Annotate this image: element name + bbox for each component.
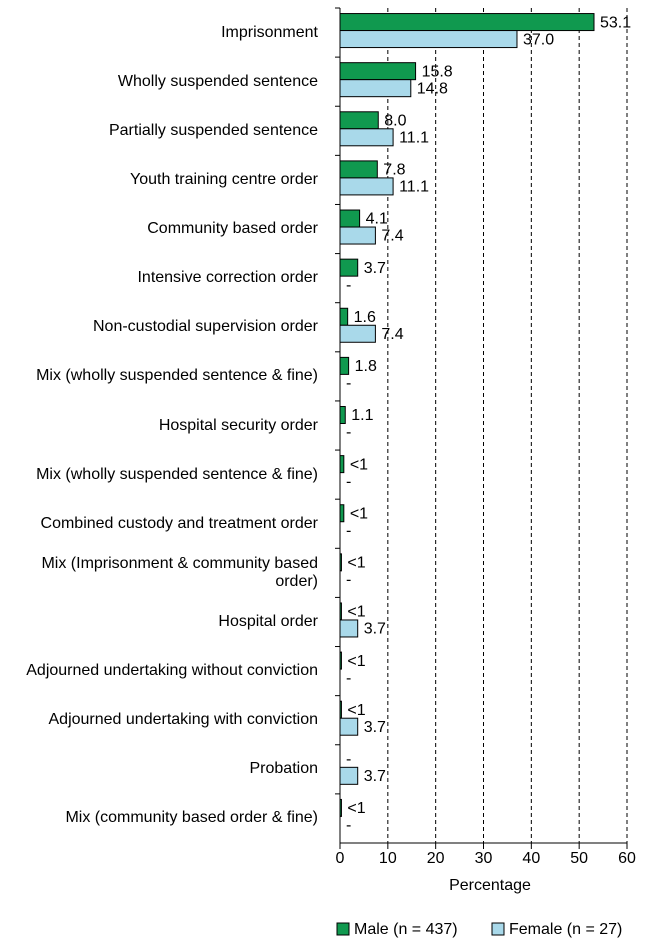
value-label: <1 [347, 653, 365, 670]
value-label: 7.4 [381, 228, 403, 245]
category-label: Combined custody and treatment order [40, 514, 318, 532]
bar [339, 406, 346, 424]
category-label: Youth training centre order [130, 170, 318, 188]
value-label: 37.0 [523, 31, 554, 48]
bar [339, 766, 359, 785]
value-label: 8.0 [384, 113, 406, 130]
x-tick-label: 20 [427, 850, 445, 867]
value-label: - [346, 522, 351, 539]
category-label: Mix (wholly suspended sentence & fine) [36, 465, 318, 483]
category-label: Mix (wholly suspended sentence & fine) [36, 367, 318, 385]
category-label: Hospital security order [158, 416, 318, 434]
value-label: 7.4 [381, 326, 403, 343]
value-label: 11.1 [399, 130, 429, 147]
category-label: Probation [249, 760, 319, 778]
value-label: 14.8 [417, 80, 448, 97]
bar [339, 307, 349, 326]
bar [339, 324, 376, 343]
bar [339, 111, 379, 130]
value-label: - [346, 817, 351, 834]
bar [339, 30, 518, 49]
value-label: - [346, 751, 351, 768]
bar [339, 258, 359, 277]
value-label: 4.1 [366, 211, 388, 228]
x-tick-label: 0 [336, 850, 345, 867]
value-label: - [346, 572, 351, 589]
value-label: 3.7 [364, 621, 386, 638]
x-tick-label: 60 [618, 850, 636, 867]
bar [339, 356, 350, 375]
x-tick-label: 50 [570, 850, 588, 867]
bar [339, 79, 412, 98]
value-label: 1.8 [355, 358, 377, 375]
value-label: <1 [347, 800, 365, 817]
x-axis-title: Percentage [449, 877, 531, 894]
value-label: 1.1 [351, 407, 373, 424]
value-label: - [346, 277, 351, 294]
category-label: Intensive correction order [137, 269, 318, 287]
value-label: - [346, 375, 351, 392]
category-label: Adjourned undertaking without conviction [26, 662, 318, 680]
value-label: <1 [347, 702, 365, 719]
value-label: - [346, 670, 351, 687]
category-label: Community based order [147, 220, 318, 238]
bar [339, 717, 359, 736]
bar [339, 209, 361, 228]
category-label: Wholly suspended sentence [117, 72, 318, 90]
x-tick-label: 30 [475, 850, 493, 867]
value-label: <1 [350, 456, 368, 473]
legend-swatch [491, 922, 505, 936]
value-label: 3.7 [364, 260, 386, 277]
category-label: Hospital order [218, 612, 318, 630]
value-label: 3.7 [364, 719, 386, 736]
bar [339, 177, 394, 196]
value-label: - [346, 424, 351, 441]
bar [339, 128, 394, 147]
value-label: <1 [350, 505, 368, 522]
legend-swatch [336, 922, 350, 936]
legend-label: Male (n = 437) [354, 921, 458, 938]
bar [339, 455, 345, 474]
category-label: Imprisonment [221, 23, 318, 41]
bar [339, 619, 359, 638]
value-label: 53.1 [600, 14, 631, 31]
bar [339, 160, 378, 179]
value-label: 7.8 [383, 162, 405, 179]
category-label: Mix (community based order & fine) [65, 809, 318, 827]
value-label: <1 [347, 604, 365, 621]
bar [339, 504, 345, 523]
bar [339, 226, 376, 245]
bar [339, 13, 595, 32]
category-label: Adjourned undertaking with conviction [48, 711, 319, 729]
value-label: <1 [347, 555, 365, 572]
x-tick-label: 40 [522, 850, 540, 867]
legend-label: Female (n = 27) [509, 921, 622, 938]
x-tick-label: 10 [379, 850, 397, 867]
value-label: 11.1 [399, 179, 429, 196]
value-label: 3.7 [364, 768, 386, 785]
value-label: 1.6 [354, 309, 376, 326]
value-label: - [346, 473, 351, 490]
category-label: Non-custodial supervision order [93, 318, 318, 336]
category-label: Mix (Imprisonment & community based orde… [41, 554, 318, 590]
value-label: 15.8 [422, 63, 453, 80]
category-label: Partially suspended sentence [108, 121, 318, 139]
bar [339, 62, 417, 81]
